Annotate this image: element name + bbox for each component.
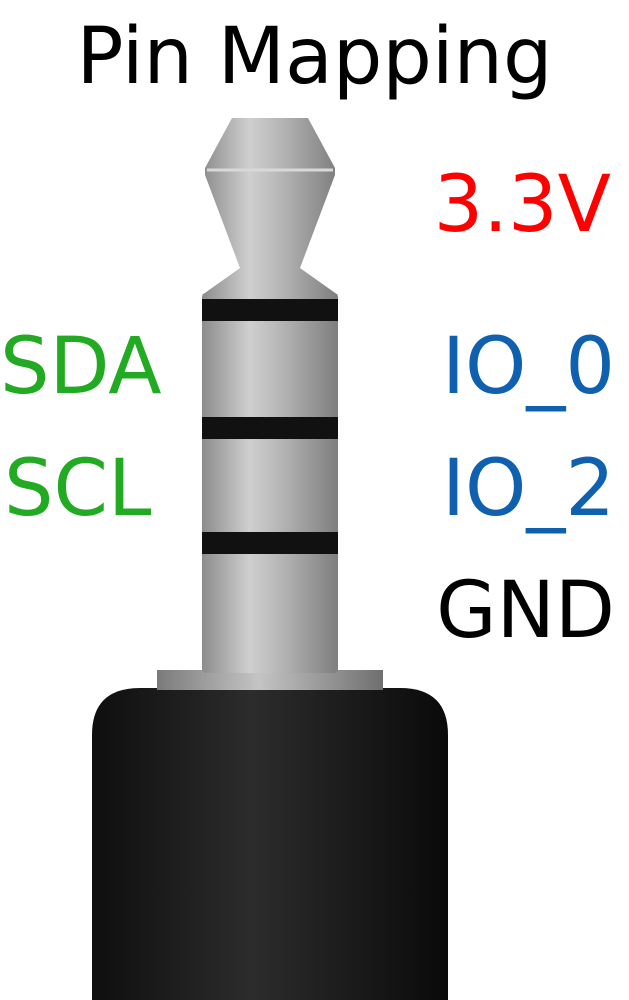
ring2-left-label: SCL — [4, 444, 152, 534]
ring1-right-label: IO_0 — [441, 322, 615, 412]
sleeve-pin-label: GND — [436, 566, 615, 656]
insulator-band-3 — [202, 532, 338, 554]
plug-tip — [202, 118, 338, 295]
tip-pin-label: 3.3V — [433, 160, 611, 250]
page-title: Pin Mapping — [76, 12, 553, 102]
plug-shaft — [202, 293, 338, 673]
plug-collar — [157, 670, 383, 690]
ring1-left-label: SDA — [0, 322, 162, 412]
plug-body — [92, 688, 448, 1000]
insulator-band-2 — [202, 417, 338, 439]
ring2-right-label: IO_2 — [441, 444, 615, 534]
insulator-band-1 — [202, 299, 338, 321]
